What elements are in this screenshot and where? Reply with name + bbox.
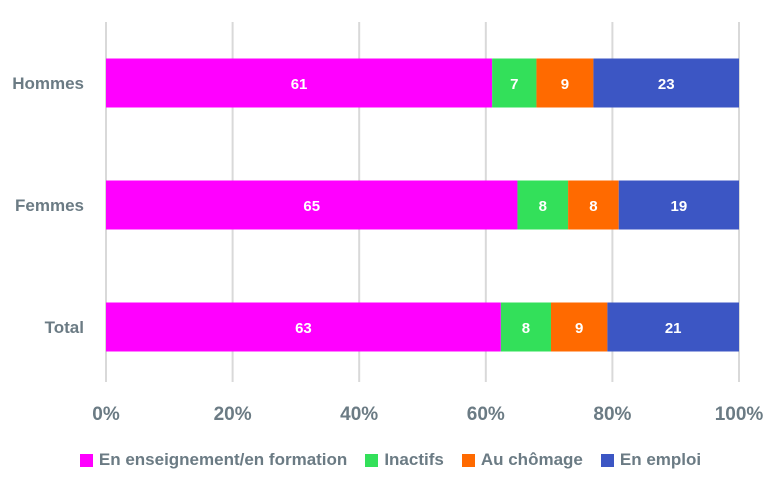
x-tick-label: 80% [593,404,631,425]
y-tick-label: Femmes [15,196,84,215]
bar-segment [106,58,493,108]
bar-segment [536,58,594,108]
legend-item: Au chômage [461,450,583,470]
data-label: 9 [575,320,583,337]
data-label: 61 [291,76,308,93]
legend-item: En enseignement/en formation [79,450,348,470]
data-label: 8 [589,198,597,215]
bars: 61 7 9 23 65 8 8 19 63 8 9 21 [106,58,739,352]
bar-segment [568,180,619,230]
bar-segment [492,58,537,108]
data-label: 19 [671,198,688,215]
data-label: 65 [303,198,320,215]
data-label: 21 [665,320,682,337]
legend-label: En enseignement/en formation [98,450,348,469]
x-tick-label: 100% [715,404,764,425]
legend-item: En emploi [600,450,702,470]
stacked-bar-chart: 61 7 9 23 65 8 8 19 63 8 9 21 Hommes Femmes Total 0% 2… [12,22,763,425]
legend-swatch [600,453,614,467]
x-tick-label: 60% [467,404,505,425]
legend-swatch [365,453,379,467]
x-axis-labels: 0% 20% 40% 60% 80% 100% [92,404,763,425]
y-tick-label: Hommes [12,74,84,93]
bar-segment [618,180,739,230]
y-tick-label: Total [45,318,84,337]
data-label: 23 [658,76,675,93]
data-label: 8 [539,198,547,215]
bar-segment [106,180,518,230]
data-label: 7 [510,76,518,93]
legend-label: Au chômage [480,450,583,469]
legend-label: En emploi [619,450,702,469]
bar-segment [607,302,739,352]
x-tick-label: 0% [92,404,120,425]
data-label: 9 [561,76,569,93]
x-tick-label: 40% [340,404,378,425]
bar-segment [517,180,569,230]
y-axis-labels: Hommes Femmes Total [12,74,84,337]
legend: En enseignement/en formation Inactifs Au c… [0,448,781,472]
bar-segment [550,302,608,352]
legend-item: Inactifs [365,450,444,470]
x-tick-label: 20% [214,404,252,425]
bar-segment [593,58,739,108]
data-label: 8 [522,320,530,337]
legend-swatch [79,453,93,467]
legend-swatch [461,453,475,467]
bar-segment [500,302,551,352]
bar-segment [106,302,501,352]
data-label: 63 [295,320,312,337]
legend-label: Inactifs [384,450,444,469]
